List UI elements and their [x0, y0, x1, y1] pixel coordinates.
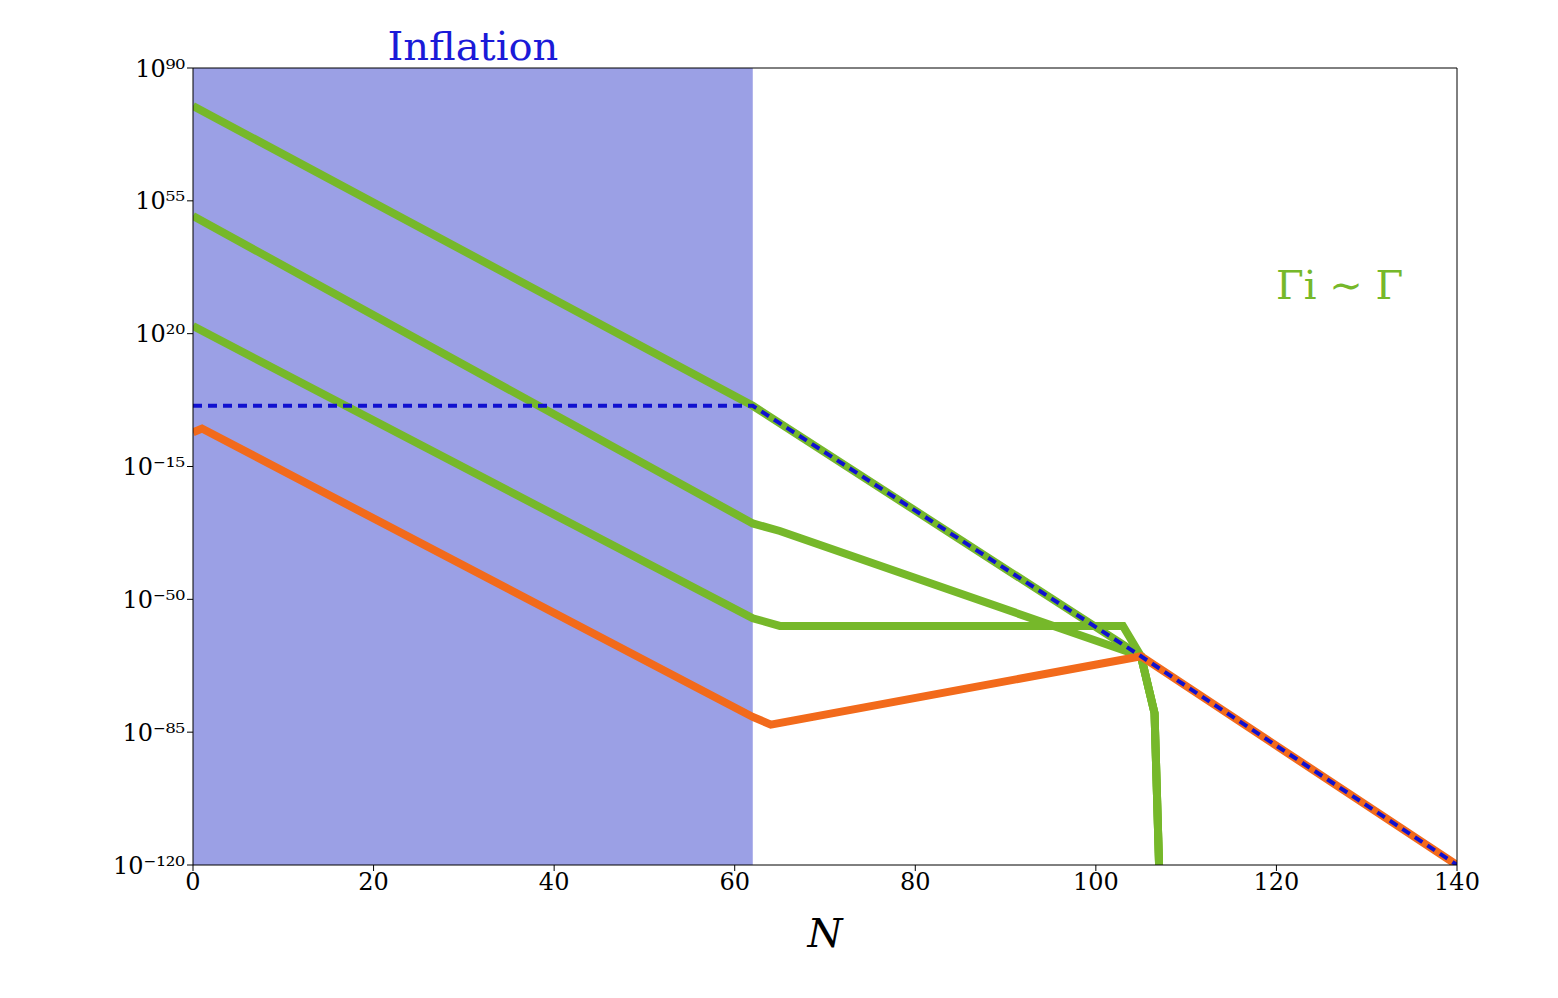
- svg-text:Γi ∼ Γ: Γi ∼ Γ: [1276, 262, 1403, 308]
- svg-text:100: 100: [1073, 868, 1119, 896]
- svg-text:10⁻⁸⁵: 10⁻⁸⁵: [123, 719, 185, 747]
- svg-text:Inflation: Inflation: [387, 23, 558, 69]
- svg-text:40: 40: [539, 868, 570, 896]
- svg-text:0: 0: [185, 868, 200, 896]
- svg-text:10²⁰: 10²⁰: [135, 320, 185, 348]
- svg-text:10⁵⁵: 10⁵⁵: [135, 187, 185, 215]
- svg-text:60: 60: [719, 868, 750, 896]
- svg-text:20: 20: [358, 868, 389, 896]
- svg-text:10⁹⁰: 10⁹⁰: [135, 55, 185, 83]
- svg-text:140: 140: [1434, 868, 1480, 896]
- svg-text:10⁻⁵⁰: 10⁻⁵⁰: [123, 586, 185, 614]
- svg-text:N: N: [807, 910, 845, 956]
- svg-text:80: 80: [900, 868, 931, 896]
- svg-text:10⁻¹²⁰: 10⁻¹²⁰: [113, 852, 185, 880]
- svg-text:120: 120: [1254, 868, 1300, 896]
- svg-text:10⁻¹⁵: 10⁻¹⁵: [123, 453, 185, 481]
